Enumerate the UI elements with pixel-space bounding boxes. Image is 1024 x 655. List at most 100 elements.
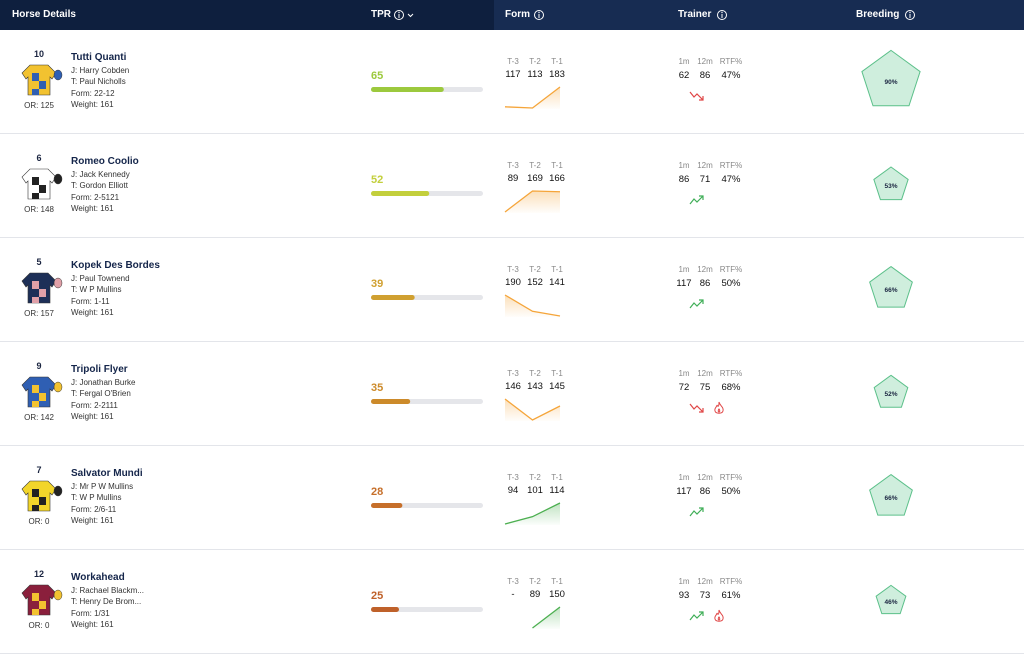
trainer-text: T: W P Mullins — [71, 285, 122, 295]
trend-line — [689, 195, 704, 205]
trainer-value: 68% — [721, 382, 741, 393]
breeding-chart: 66% — [869, 473, 913, 516]
horse-name: Tripoli Flyer — [71, 364, 128, 375]
jockey-text: J: Jonathan Burke — [71, 378, 136, 387]
silk-pattern — [32, 177, 46, 199]
horse-name: Romeo Coolio — [71, 156, 139, 167]
form-area — [505, 295, 560, 317]
trainer-label: 1m — [678, 473, 690, 482]
form-value: 166 — [549, 173, 565, 184]
jockey-text: J: Jack Kennedy — [71, 170, 130, 179]
tpr-icons[interactable] — [394, 10, 416, 21]
tpr-fill — [371, 295, 415, 300]
trainer-value: 117 — [676, 486, 692, 497]
trainer-value: 50% — [721, 278, 741, 289]
form-label: T-3 — [507, 265, 519, 274]
silk — [21, 584, 63, 616]
info-icon[interactable] — [717, 10, 728, 21]
form-label: T-1 — [551, 369, 563, 378]
saddle-number: 10 — [33, 49, 45, 59]
silk-pattern — [32, 593, 46, 615]
silk-cap — [53, 277, 63, 289]
saddle-number: 12 — [33, 569, 45, 579]
breeding-shape — [873, 166, 909, 201]
trainer-value: 86 — [678, 174, 690, 185]
trainer-value: 93 — [678, 590, 690, 601]
trainer-label: 12m — [697, 57, 713, 66]
form-text: Form: 2/6-11 — [71, 504, 117, 514]
breeding-shape — [869, 473, 913, 516]
silk — [21, 168, 63, 200]
trainer-value: 47% — [721, 70, 741, 81]
form-sparkline — [504, 86, 561, 109]
form-value: 113 — [527, 69, 543, 80]
tpr-track — [371, 607, 483, 612]
trainer-label: 12m — [697, 577, 713, 586]
trainer-text: T: Gordon Elliott — [71, 181, 128, 191]
official-rating: OR: 0 — [28, 517, 50, 526]
form-area — [505, 87, 560, 109]
silk-cap — [53, 69, 63, 81]
trainer-label: 12m — [697, 265, 713, 274]
official-rating: OR: 157 — [24, 309, 54, 318]
weight-text: Weight: 161 — [71, 619, 114, 629]
column-header[interactable]: TPR — [371, 9, 391, 20]
jockey-text: J: Rachael Blackm... — [71, 586, 144, 595]
breeding-label: 52% — [884, 391, 897, 398]
form-sparkline — [504, 190, 561, 213]
horse-name: Salvator Mundi — [71, 468, 143, 479]
breeding-chart: 90% — [861, 49, 921, 107]
info-icon[interactable] — [534, 10, 545, 21]
form-sparkline — [532, 606, 561, 629]
trainer-value: 50% — [721, 486, 741, 497]
trend-line — [689, 611, 704, 621]
tpr-value: 35 — [371, 382, 384, 394]
form-value: 183 — [549, 69, 565, 80]
form-line — [504, 502, 561, 525]
form-value: 114 — [549, 485, 565, 496]
flame — [714, 401, 724, 414]
weight-text: Weight: 161 — [71, 203, 114, 213]
trainer-value: 75 — [699, 382, 711, 393]
form-line — [532, 606, 561, 629]
jockey-text: J: Paul Townend — [71, 274, 130, 283]
tpr-fill — [371, 607, 399, 612]
header-right — [494, 0, 1024, 30]
form-value: 101 — [527, 485, 543, 496]
trainer-value: 47% — [721, 174, 741, 185]
form-label: T-1 — [551, 577, 563, 586]
form-text: Form: 1/31 — [71, 608, 110, 618]
column-header: Trainer — [678, 9, 712, 20]
form-text: Form: 22-12 — [71, 88, 115, 98]
trainer-label: 12m — [697, 369, 713, 378]
tpr-fill — [371, 399, 411, 404]
trainer-value: 72 — [678, 382, 690, 393]
breeding-shape — [861, 49, 921, 107]
silk-cap — [53, 589, 63, 601]
form-label: T-1 — [551, 265, 563, 274]
saddle-number: 6 — [36, 153, 42, 163]
jockey-text: J: Harry Cobden — [71, 66, 130, 75]
trainer-label: RTF% — [719, 473, 743, 482]
form-value: 143 — [527, 381, 543, 392]
form-label: T-3 — [507, 369, 519, 378]
form-label: T-2 — [529, 577, 541, 586]
weight-text: Weight: 161 — [71, 307, 114, 317]
official-rating: OR: 148 — [24, 205, 54, 214]
breeding-shape — [875, 584, 907, 615]
horse-name: Tutti Quanti — [71, 52, 127, 63]
form-sparkline — [504, 398, 561, 421]
breeding-chart: 66% — [869, 265, 913, 308]
info-icon[interactable] — [905, 10, 916, 21]
tpr-bar — [371, 87, 483, 92]
form-value: 169 — [527, 173, 543, 184]
trainer-value: 73 — [699, 590, 711, 601]
form-label: T-1 — [551, 473, 563, 482]
tpr-value: 28 — [371, 486, 384, 498]
form-text: Form: 2-5121 — [71, 192, 120, 202]
row-divider — [0, 445, 1024, 446]
form-sparkline — [504, 294, 561, 317]
form-value: 117 — [505, 69, 521, 80]
trend-arrow — [689, 611, 704, 621]
weight-text: Weight: 161 — [71, 515, 114, 525]
